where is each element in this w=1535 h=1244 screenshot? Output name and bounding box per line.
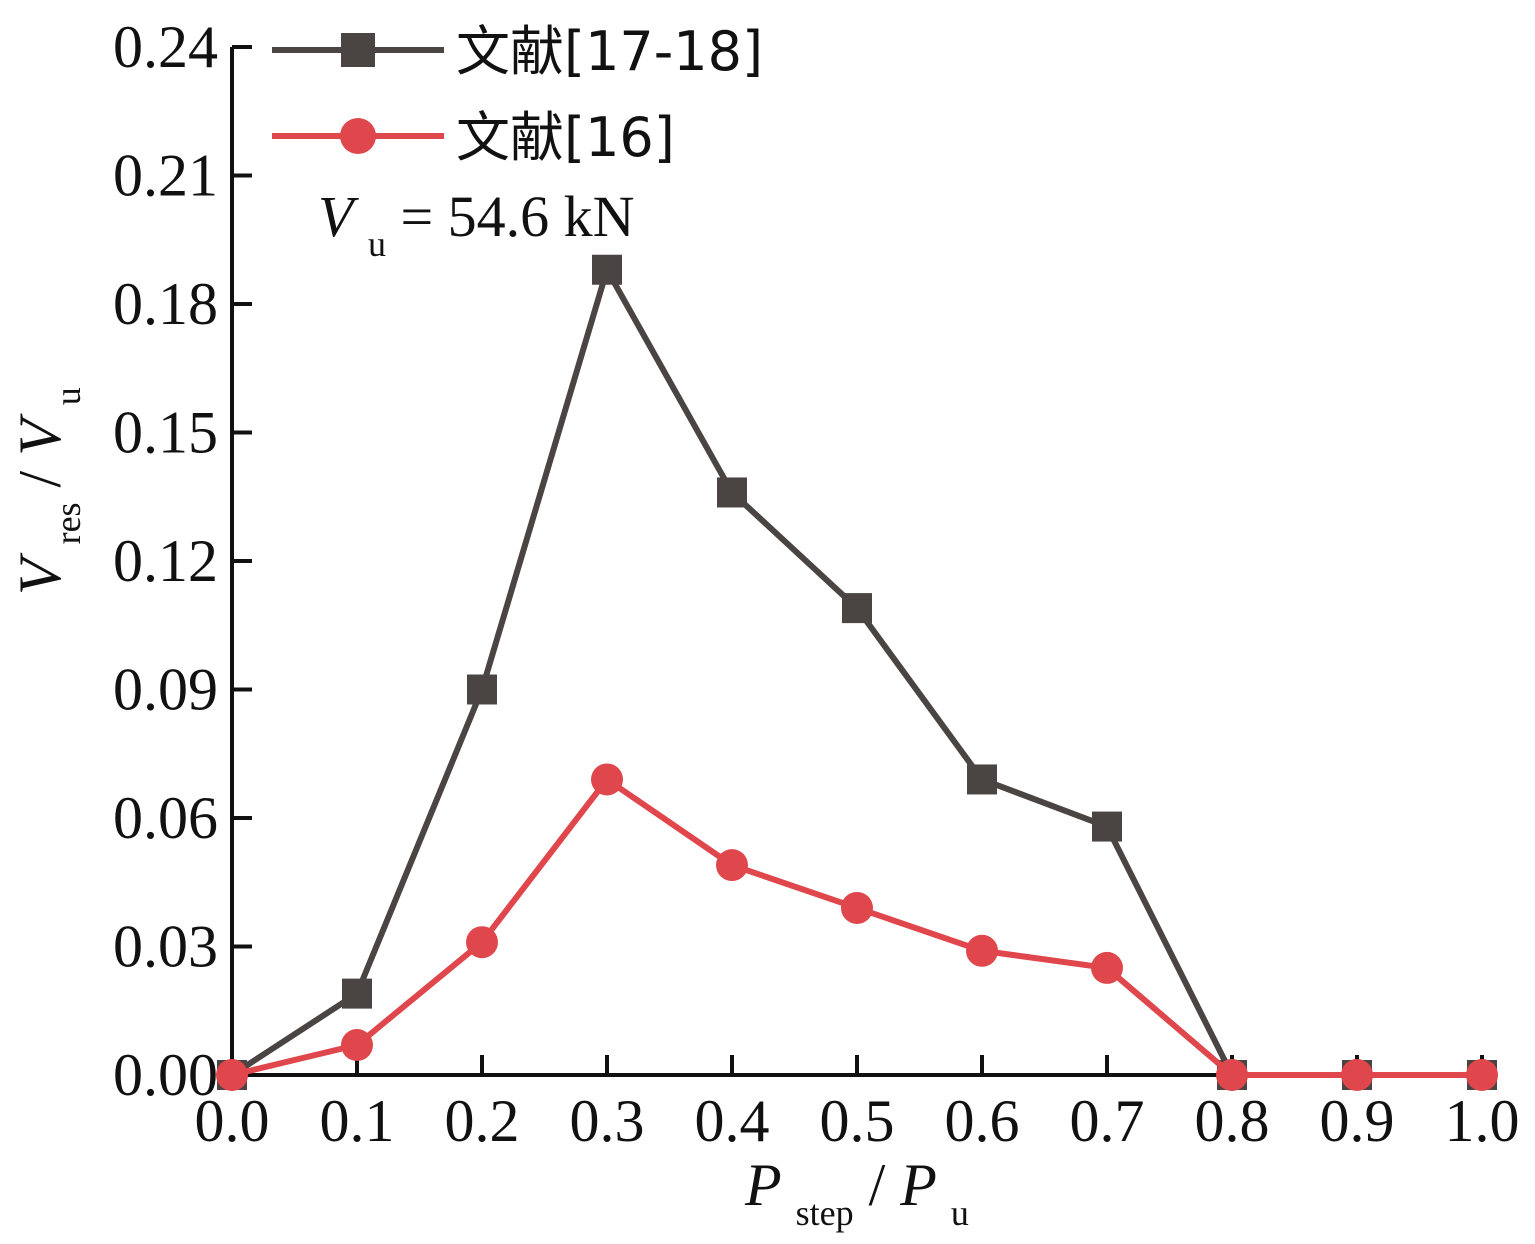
data-point-square	[717, 477, 747, 508]
data-point-square	[842, 593, 872, 624]
x-label-main: P	[744, 1152, 781, 1218]
data-point-circle	[841, 891, 873, 924]
annotation-main: V	[318, 184, 360, 249]
y-tick-label: 0.06	[113, 785, 218, 851]
data-point-square	[1092, 811, 1122, 842]
data-point-square	[467, 674, 497, 705]
legend-marker-square	[341, 33, 375, 67]
y-tick-label: 0.00	[113, 1042, 218, 1108]
x-label-sub: step	[796, 1193, 854, 1233]
data-point-circle	[591, 763, 623, 796]
x-label-sep: /	[869, 1152, 886, 1218]
legend-marker-circle	[340, 118, 376, 154]
series-1	[217, 254, 1497, 1090]
y-tick-label: 0.21	[113, 143, 218, 209]
legend-label: 文献[16]	[456, 106, 675, 169]
y-label-main2: V	[7, 413, 73, 456]
x-tick-label: 0.2	[445, 1088, 520, 1154]
series-layer	[216, 254, 1498, 1091]
x-tick-label: 0.1	[320, 1088, 395, 1154]
x-axis-label: P step / P u	[744, 1152, 969, 1238]
x-tick-label: 0.8	[1195, 1088, 1270, 1154]
x-tick-label: 0.3	[570, 1088, 645, 1154]
axes: 0.00 0.03 0.06 0.09 0.12 0.15 0.18 0.21 0.24 0.0 0…	[113, 14, 1520, 1154]
data-point-square	[342, 978, 372, 1009]
legend: 文献[17-18] 文献[16]	[272, 20, 763, 169]
series-2-line	[231, 776, 1482, 1078]
y-label-main: V	[7, 552, 73, 595]
y-label-sep: /	[7, 470, 73, 487]
x-tick-label: 0.4	[695, 1088, 770, 1154]
y-label-sub2: u	[48, 387, 88, 405]
x-tick-label: 0.0	[195, 1088, 270, 1154]
annotation: V u = 54.6 kN	[318, 184, 635, 269]
data-point-circle	[716, 849, 748, 882]
legend-item-1: 文献[17-18]	[272, 20, 763, 83]
y-label-sub: res	[48, 502, 88, 544]
series-1-line	[230, 266, 1482, 1078]
x-tick-label: 0.6	[945, 1088, 1020, 1154]
legend-item-2: 文献[16]	[272, 106, 675, 169]
x-tick-label: 0.5	[820, 1088, 895, 1154]
data-point-circle	[1216, 1059, 1248, 1091]
x-tick-label: 1.0	[1445, 1088, 1520, 1154]
y-tick-label: 0.15	[113, 400, 218, 466]
data-point-circle	[966, 934, 998, 967]
data-point-circle	[1341, 1059, 1373, 1091]
y-tick-label: 0.24	[113, 14, 218, 80]
data-point-circle	[1466, 1059, 1498, 1091]
x-label-sub2: u	[951, 1193, 969, 1233]
data-point-square	[967, 764, 997, 795]
series-2	[216, 763, 1498, 1091]
x-tick-label: 0.9	[1320, 1088, 1395, 1154]
data-point-circle	[216, 1059, 248, 1091]
y-axis-label: V res / V u	[7, 387, 93, 595]
legend-label: 文献[17-18]	[456, 20, 763, 83]
annotation-sub: u	[368, 224, 386, 264]
data-point-square	[592, 254, 622, 285]
y-tick-label: 0.18	[113, 271, 218, 337]
data-point-circle	[466, 926, 498, 959]
y-tick-label: 0.12	[113, 528, 218, 594]
y-tick-label: 0.09	[113, 657, 218, 723]
y-tick-label: 0.03	[113, 914, 218, 980]
x-label-main2: P	[899, 1152, 936, 1218]
x-tick-label: 0.7	[1070, 1088, 1145, 1154]
data-point-circle	[1091, 951, 1123, 984]
annotation-rest: = 54.6 kN	[400, 184, 634, 249]
data-point-circle	[341, 1029, 373, 1062]
